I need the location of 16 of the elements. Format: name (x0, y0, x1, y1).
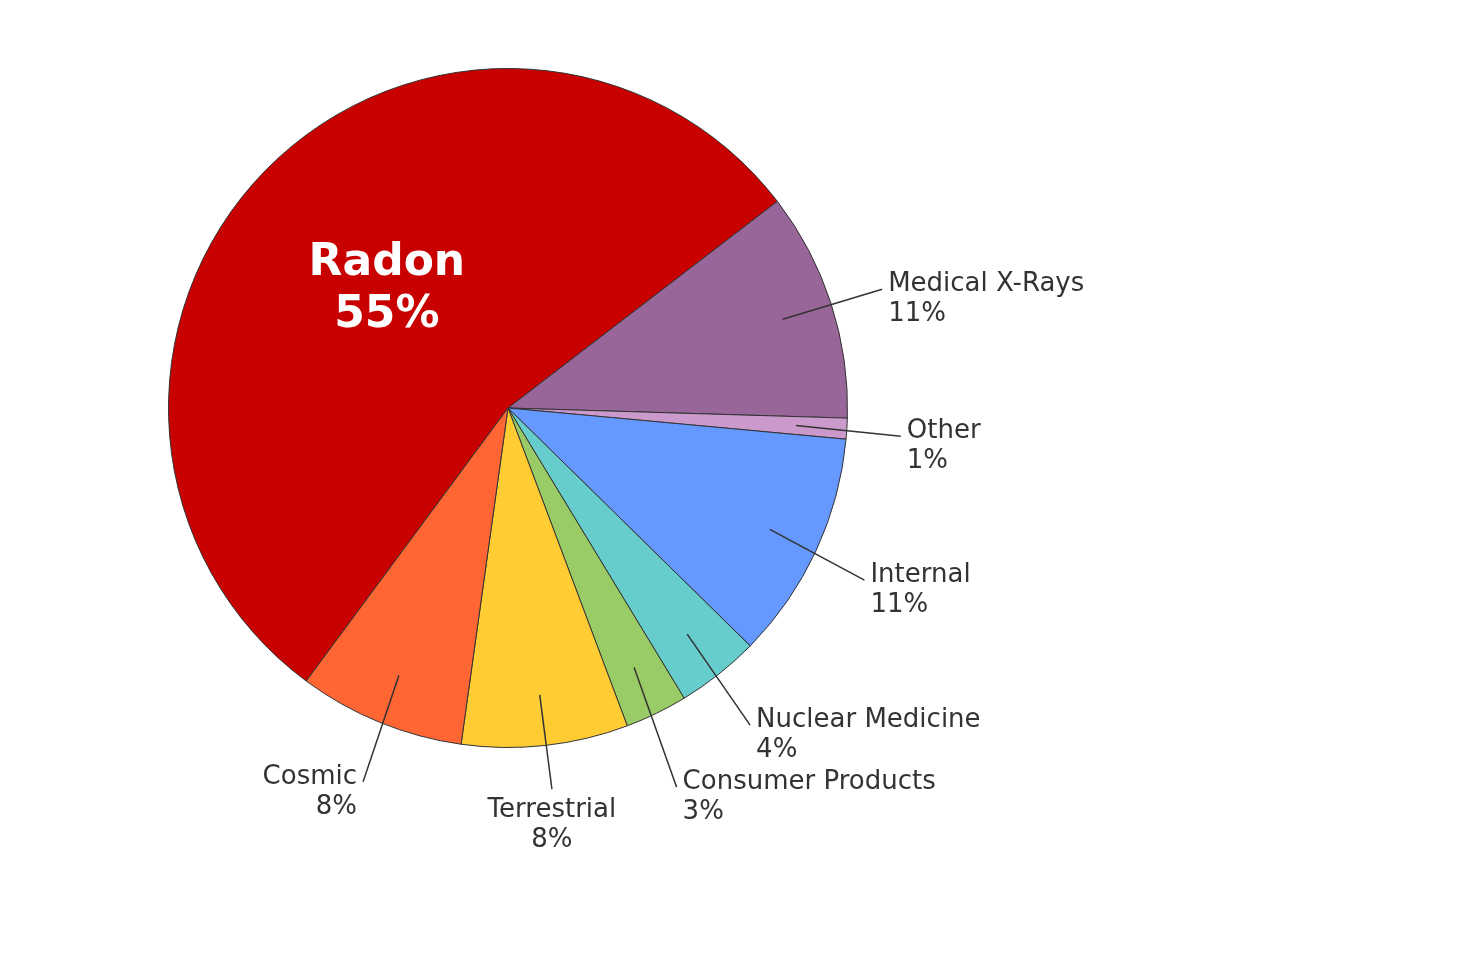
data-label: 11% (870, 587, 929, 618)
slice-label: Nuclear Medicine (756, 702, 981, 733)
slice-label: Radon (308, 233, 466, 285)
data-label: 1% (906, 444, 949, 475)
slice-label: Medical X-Rays (888, 266, 1085, 297)
data-label: 55% (334, 285, 440, 337)
slice-label: Cosmic (262, 759, 358, 790)
data-label: 11% (888, 296, 946, 327)
slice-label: Consumer Products (682, 764, 936, 795)
slice-label: Terrestrial (486, 792, 617, 823)
data-label: 4% (756, 732, 798, 763)
slice-label: Internal (870, 557, 971, 588)
data-label: 8% (315, 789, 358, 820)
data-label: 3% (682, 794, 724, 825)
data-label: 8% (531, 822, 573, 853)
slice-label: Other (906, 414, 981, 445)
